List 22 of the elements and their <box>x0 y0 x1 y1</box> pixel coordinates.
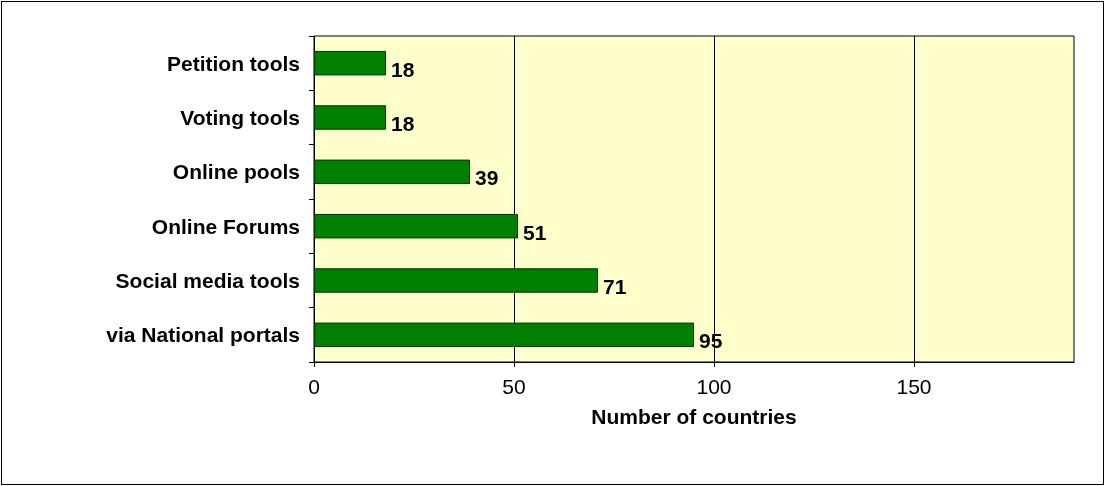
data-label: 51 <box>523 220 547 244</box>
data-label: 71 <box>603 275 627 298</box>
x-tick-label: 100 <box>696 375 732 398</box>
y-tick-label: Voting tools <box>180 106 300 129</box>
y-tick-label: Online pools <box>172 160 300 184</box>
x-axis-title: Number of countries <box>591 405 797 428</box>
x-tick-label: 0 <box>308 375 320 398</box>
x-tick-label: 50 <box>502 375 526 398</box>
y-tick-label: Online Forums <box>151 214 300 238</box>
data-label: 18 <box>391 112 415 135</box>
y-tick-label: via National portals <box>106 323 300 347</box>
bar <box>314 159 470 185</box>
bar <box>314 268 598 293</box>
bar <box>314 105 386 130</box>
x-tick-label: 150 <box>896 375 932 398</box>
bar <box>314 322 694 348</box>
bar <box>314 50 386 76</box>
bar <box>314 213 518 239</box>
data-label: 39 <box>475 166 499 190</box>
y-tick-label: Petition tools <box>167 51 300 75</box>
data-label: 18 <box>391 57 415 81</box>
y-tick-label: Social media tools <box>115 269 300 292</box>
